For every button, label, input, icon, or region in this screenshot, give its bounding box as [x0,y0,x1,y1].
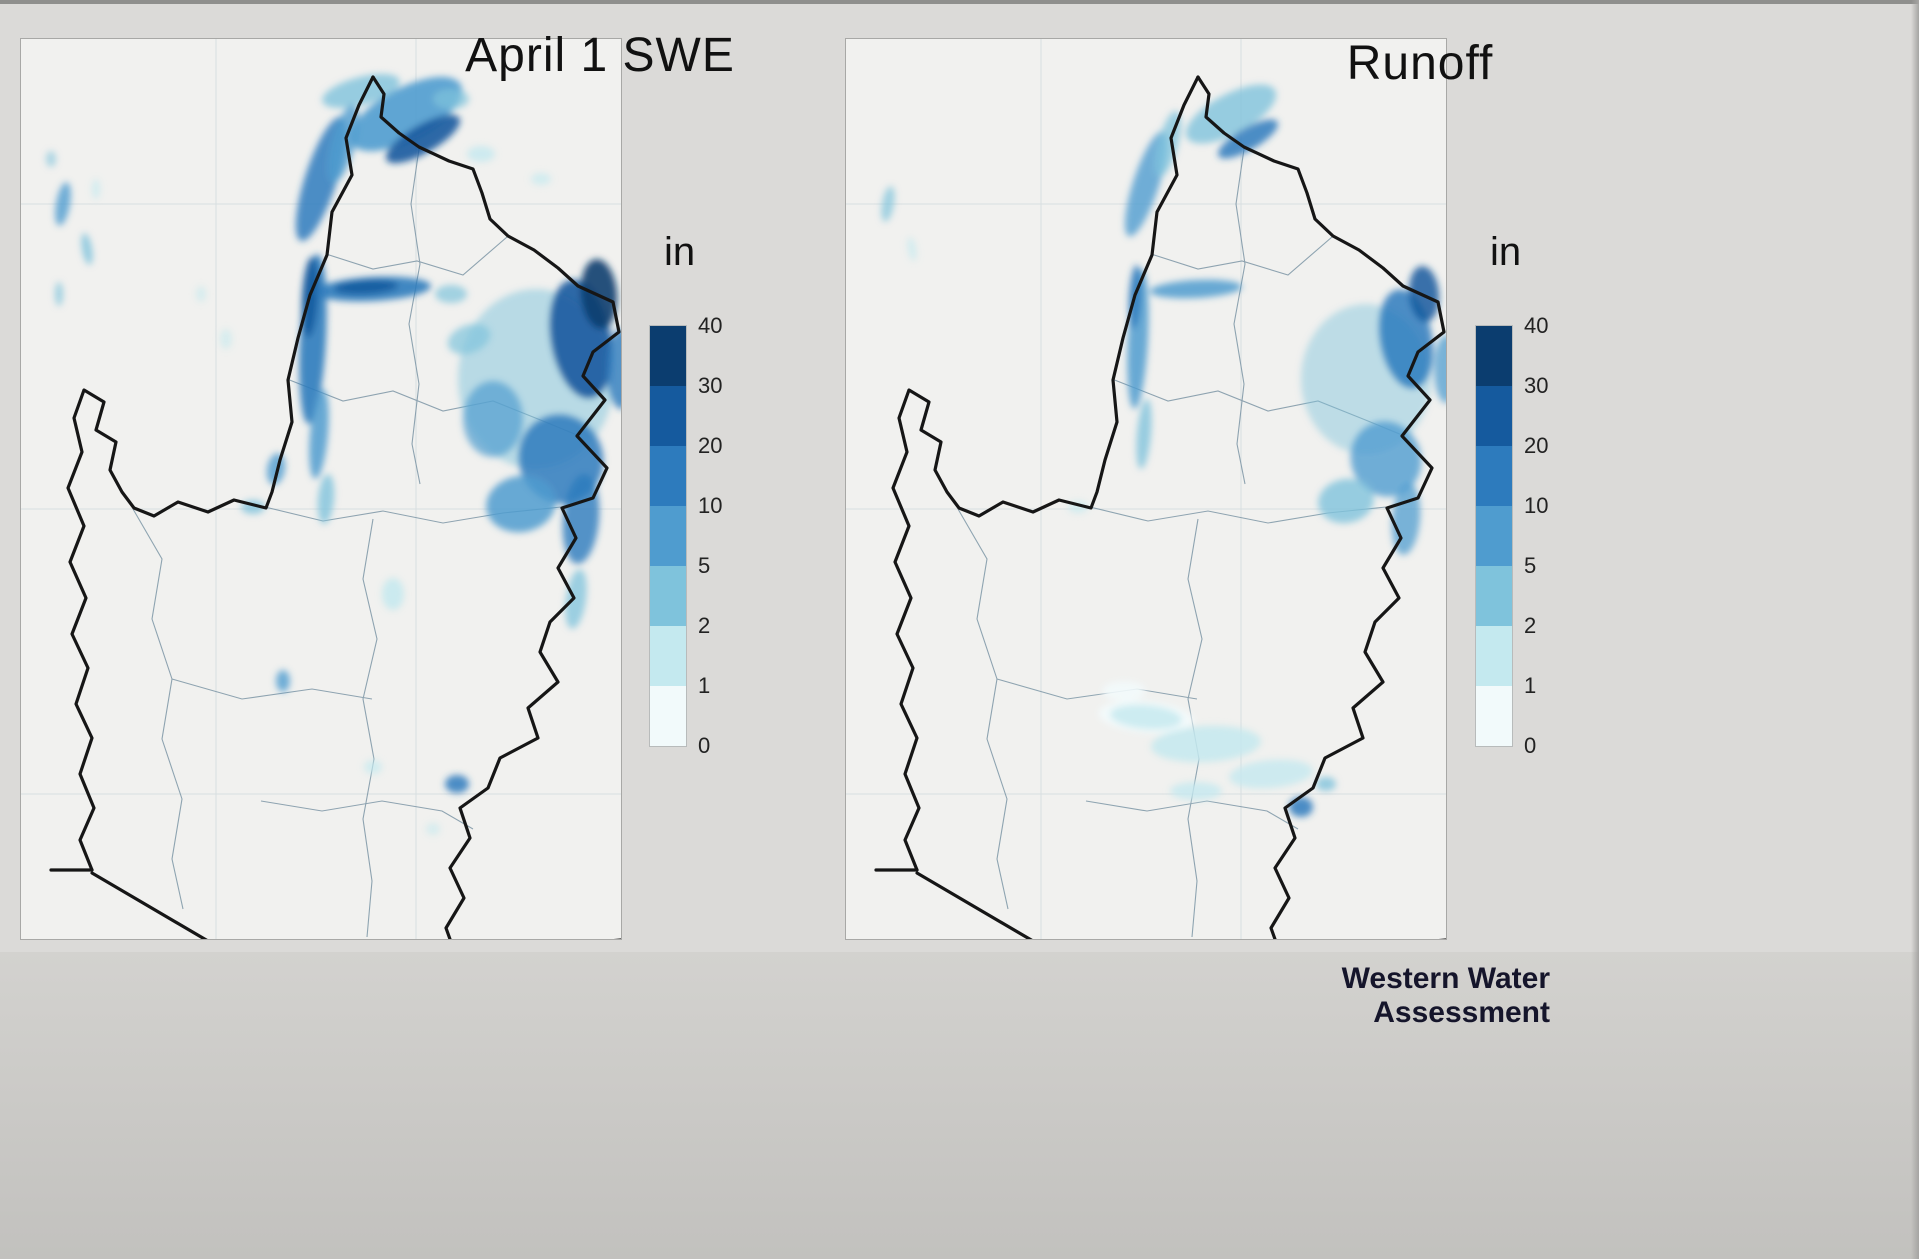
legend-tick-label: 2 [698,613,711,638]
legend-color-segment [650,446,686,506]
legend-color-segment [1476,686,1512,746]
legend-color-segment [1476,626,1512,686]
legend-tick-label: 0 [1524,733,1537,758]
legend-tick-label: 10 [1524,493,1549,518]
legend-color-segment [1476,326,1512,386]
swe-map-panel [20,38,622,940]
legend-color-segment [1476,566,1512,626]
footer-strip [0,952,1919,1259]
legend-color-bar [650,326,686,746]
legend-tick-label: 1 [1524,673,1537,698]
legend-body: 40 30 20 10 5 2 1 0 [650,313,770,758]
legend-tick-label: 5 [698,553,711,578]
scan-right-edge [1911,0,1919,1259]
legend-tick-label: 20 [698,433,723,458]
legend-tick-label: 20 [1524,433,1549,458]
runoff-map-panel [845,38,1447,940]
legend-tick-label: 30 [698,373,723,398]
legend-tick-labels: 40 30 20 10 5 2 1 0 [698,313,758,758]
legend-tick-label: 1 [698,673,711,698]
legend-tick-label: 5 [1524,553,1537,578]
legend-tick-label: 30 [1524,373,1549,398]
legend-color-segment [650,386,686,446]
legend-body: 40 30 20 10 5 2 1 0 [1476,313,1596,758]
legend-color-segment [650,686,686,746]
legend-tick-label: 10 [698,493,723,518]
runoff-map-title: Runoff [1346,37,1494,90]
runoff-legend: in 40 30 20 10 5 2 1 0 [1476,230,1596,758]
swe-legend: in 40 30 20 10 5 2 1 0 [650,230,770,758]
legend-unit-label: in [664,230,696,274]
legend-color-segment [1476,386,1512,446]
legend-color-segment [1476,506,1512,566]
credit-text: Western Water Assessment [1341,962,1550,1029]
legend-unit-label: in [1490,230,1522,274]
legend-color-segment [650,506,686,566]
swe-basin-map-svg [21,39,621,939]
legend-tick-label: 40 [1524,313,1549,338]
legend-tick-label: 2 [1524,613,1537,638]
legend-color-segment [650,626,686,686]
swe-map-title: April 1 SWE [465,29,735,82]
legend-color-segment [650,326,686,386]
legend-color-segment [650,566,686,626]
scan-top-edge [0,0,1919,4]
legend-color-segment [1476,446,1512,506]
runoff-basin-map-svg [846,39,1446,939]
legend-color-bar [1476,326,1512,746]
legend-tick-label: 40 [698,313,723,338]
legend-tick-label: 0 [698,733,711,758]
legend-tick-labels: 40 30 20 10 5 2 1 0 [1524,313,1584,758]
